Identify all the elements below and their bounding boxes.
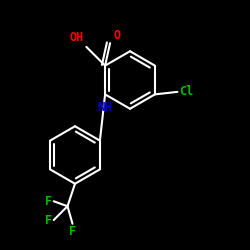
Text: NH: NH <box>98 101 112 114</box>
Text: F: F <box>46 214 52 226</box>
Text: OH: OH <box>70 31 84 44</box>
Text: Cl: Cl <box>179 85 193 98</box>
Text: O: O <box>114 29 121 42</box>
Text: F: F <box>46 195 52 208</box>
Text: F: F <box>69 225 76 238</box>
